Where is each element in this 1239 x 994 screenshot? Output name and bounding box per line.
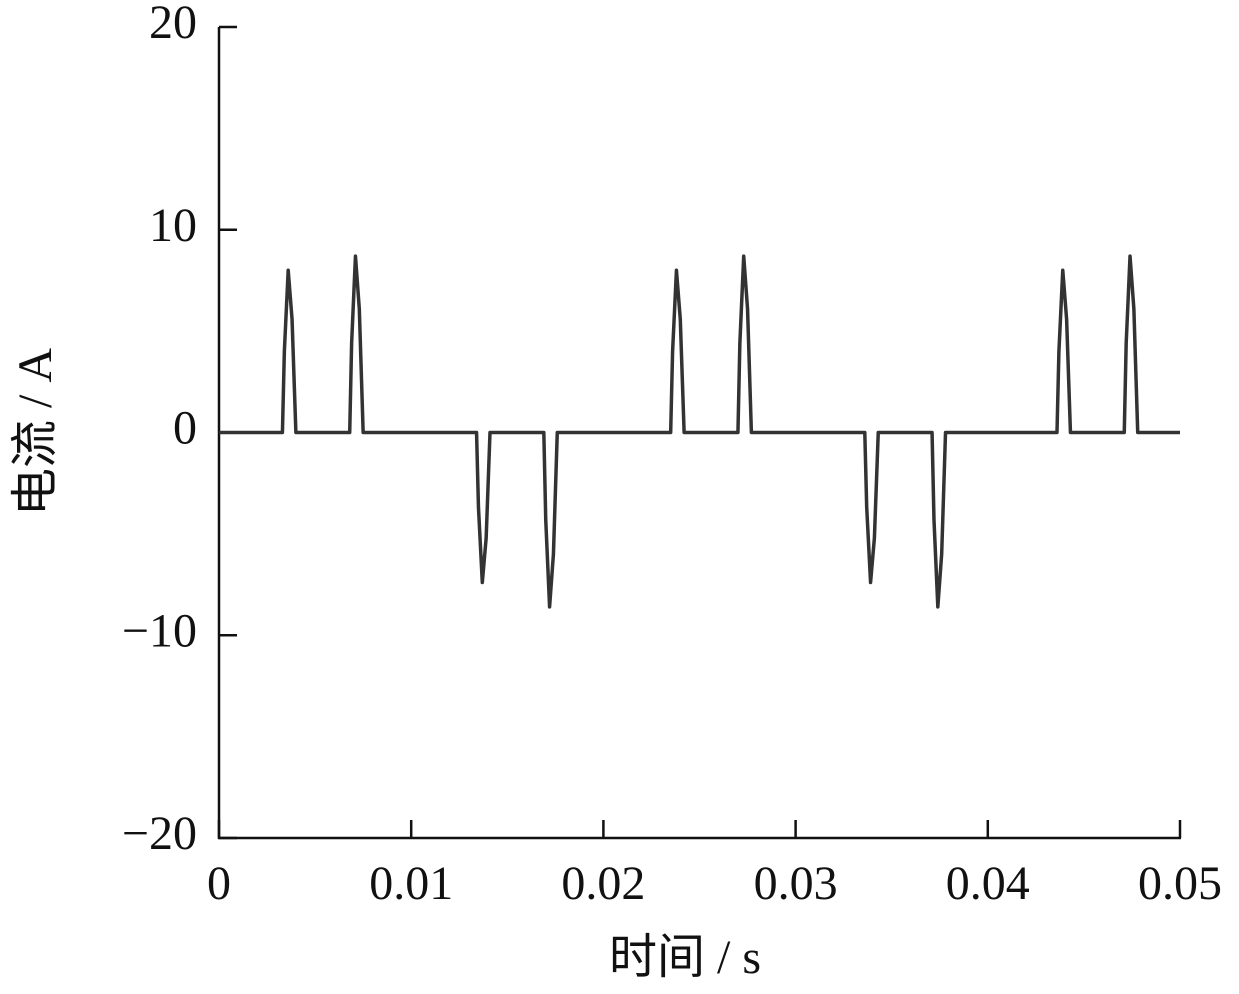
x-tick-label: 0.01: [369, 857, 453, 910]
x-tick-label: 0.04: [946, 857, 1030, 910]
data-line: [219, 254, 1180, 609]
x-tick-label: 0.02: [561, 857, 645, 910]
x-tick-label: 0.05: [1138, 857, 1222, 910]
x-tick-label: 0: [207, 857, 231, 910]
y-axis-label: 电流 / A: [9, 348, 62, 516]
y-tick-label: 20: [149, 0, 197, 49]
y-tick-label: −10: [122, 604, 197, 657]
x-tick-label: 0.03: [754, 857, 838, 910]
x-axis-label: 时间 / s: [609, 931, 761, 984]
y-tick-label: −20: [122, 807, 197, 860]
y-tick-label: 0: [173, 402, 197, 455]
y-tick-label: 10: [149, 199, 197, 252]
